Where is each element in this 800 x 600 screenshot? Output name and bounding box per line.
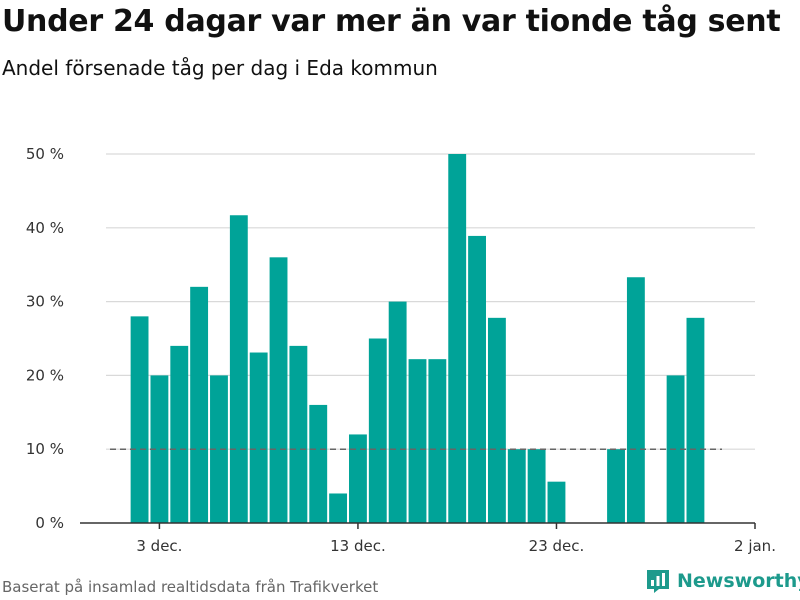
bar [527,449,546,523]
bar [210,375,228,523]
brand-logo: Newsworthy [645,568,800,594]
bar [507,449,526,523]
bar [388,301,407,523]
bar [368,338,387,523]
chart-logo-icon [647,570,669,593]
y-tick-label: 50 % [26,145,64,163]
bar [408,359,427,523]
bar [487,317,506,523]
bar [547,481,566,523]
x-tick-label: 13 dec. [330,537,386,555]
x-tick-label: 23 dec. [529,537,585,555]
y-tick-label: 40 % [26,219,64,237]
chart-subtitle: Andel försenade tåg per dag i Eda kommun [2,56,438,80]
brand-name: Newsworthy [677,570,800,592]
bar [349,434,367,523]
bar [229,215,248,523]
bar [150,375,169,523]
y-tick-label: 0 % [35,514,64,532]
bar [249,352,268,523]
x-tick-label: 3 dec. [136,537,182,555]
bar [607,449,625,523]
y-tick-label: 10 % [26,440,64,458]
source-note: Baserat på insamlad realtidsdata från Tr… [2,578,379,596]
bar [428,359,447,523]
bar [448,154,467,523]
bar [170,345,189,523]
bar [130,316,149,523]
bar [289,345,308,523]
x-tick-label: 2 jan. [734,537,776,555]
y-tick-label: 20 % [26,366,64,384]
bar [468,235,486,523]
bar [269,257,288,523]
chart-title: Under 24 dagar var mer än var tionde tåg… [2,4,781,39]
bar [626,277,645,523]
bar [309,404,328,523]
bar [686,317,705,523]
bar [329,493,348,523]
y-tick-label: 30 % [26,293,64,311]
bar [190,286,209,523]
